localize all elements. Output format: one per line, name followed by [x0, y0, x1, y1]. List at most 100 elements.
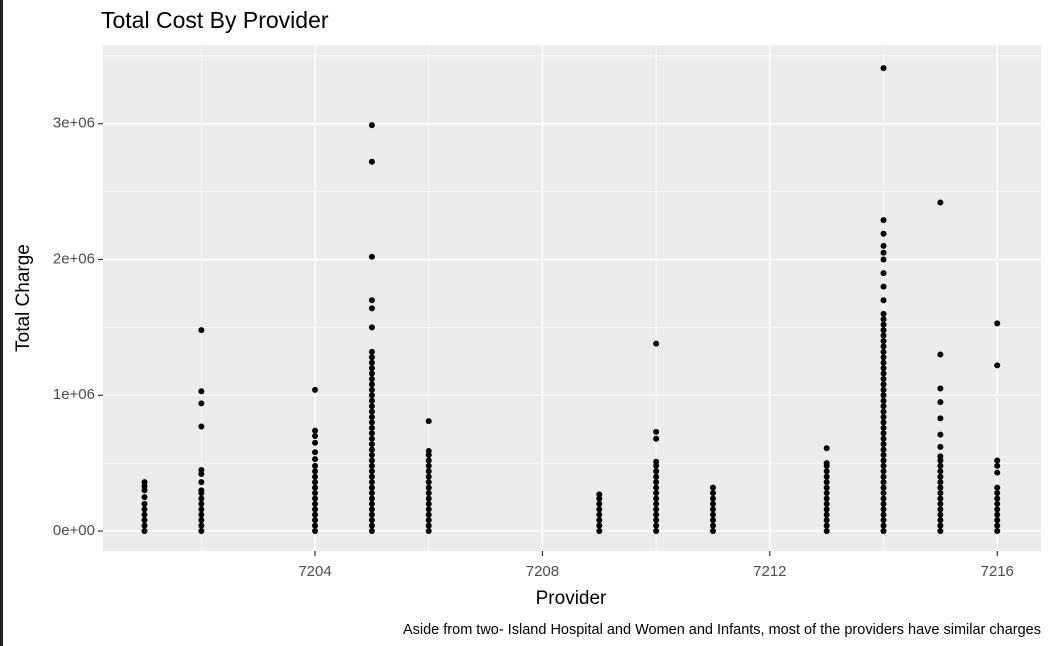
point [937, 199, 944, 206]
point [368, 452, 375, 459]
point [653, 484, 660, 491]
point [312, 506, 319, 513]
point [880, 381, 887, 388]
point [312, 511, 319, 518]
point [937, 415, 944, 422]
point [880, 408, 887, 415]
point [880, 321, 887, 328]
point [880, 430, 887, 437]
point [198, 522, 205, 529]
point [653, 340, 660, 347]
point [709, 484, 716, 491]
point [937, 479, 944, 486]
point [709, 495, 716, 502]
y-tick-label: 3e+06 [53, 115, 95, 132]
point [368, 375, 375, 382]
point [425, 457, 432, 464]
point [709, 506, 716, 513]
point [880, 435, 887, 442]
point [141, 479, 148, 486]
point [880, 343, 887, 350]
point [312, 473, 319, 480]
point [994, 490, 1001, 497]
point [596, 528, 603, 535]
point [880, 386, 887, 393]
point [994, 495, 1001, 502]
point [368, 457, 375, 464]
point [937, 385, 944, 392]
point [937, 511, 944, 518]
point [880, 424, 887, 431]
x-axis-label: Provider [536, 588, 607, 609]
point [368, 490, 375, 497]
point [880, 506, 887, 513]
point [880, 337, 887, 344]
point [312, 386, 319, 393]
point [880, 528, 887, 535]
point [880, 316, 887, 323]
point [368, 528, 375, 535]
point [198, 466, 205, 473]
point [596, 511, 603, 518]
point [368, 297, 375, 304]
point [880, 256, 887, 263]
point [368, 500, 375, 507]
point [368, 365, 375, 372]
point [368, 495, 375, 502]
point [880, 517, 887, 524]
point [823, 490, 830, 497]
point [368, 446, 375, 453]
point [994, 457, 1001, 464]
point [880, 375, 887, 382]
point [880, 397, 887, 404]
point [368, 511, 375, 518]
point [653, 506, 660, 513]
point [368, 392, 375, 399]
point [880, 452, 887, 459]
point [368, 462, 375, 469]
point [653, 428, 660, 435]
point [312, 500, 319, 507]
point [368, 413, 375, 420]
point [823, 468, 830, 475]
point [141, 500, 148, 507]
point [425, 447, 432, 454]
point [823, 506, 830, 513]
point [880, 230, 887, 237]
point [823, 522, 830, 529]
point [880, 297, 887, 304]
point [823, 517, 830, 524]
point [312, 456, 319, 463]
point [823, 473, 830, 480]
point [880, 473, 887, 480]
point [994, 517, 1001, 524]
point [198, 506, 205, 513]
point [823, 479, 830, 486]
point [880, 283, 887, 290]
point [937, 453, 944, 460]
point [653, 435, 660, 442]
point [994, 506, 1001, 513]
point [709, 490, 716, 497]
point [368, 517, 375, 524]
point [880, 495, 887, 502]
point [937, 351, 944, 358]
point [425, 484, 432, 491]
point [198, 528, 205, 535]
point [198, 511, 205, 518]
point [596, 506, 603, 513]
point [312, 433, 319, 440]
point [368, 122, 375, 129]
point [823, 460, 830, 467]
point [425, 468, 432, 475]
point [937, 468, 944, 475]
point [937, 495, 944, 502]
point [368, 403, 375, 410]
point [880, 217, 887, 224]
y-tick-label: 2e+06 [53, 250, 95, 267]
point [880, 468, 887, 475]
point [368, 430, 375, 437]
point [937, 490, 944, 497]
point [312, 439, 319, 446]
point [312, 449, 319, 456]
